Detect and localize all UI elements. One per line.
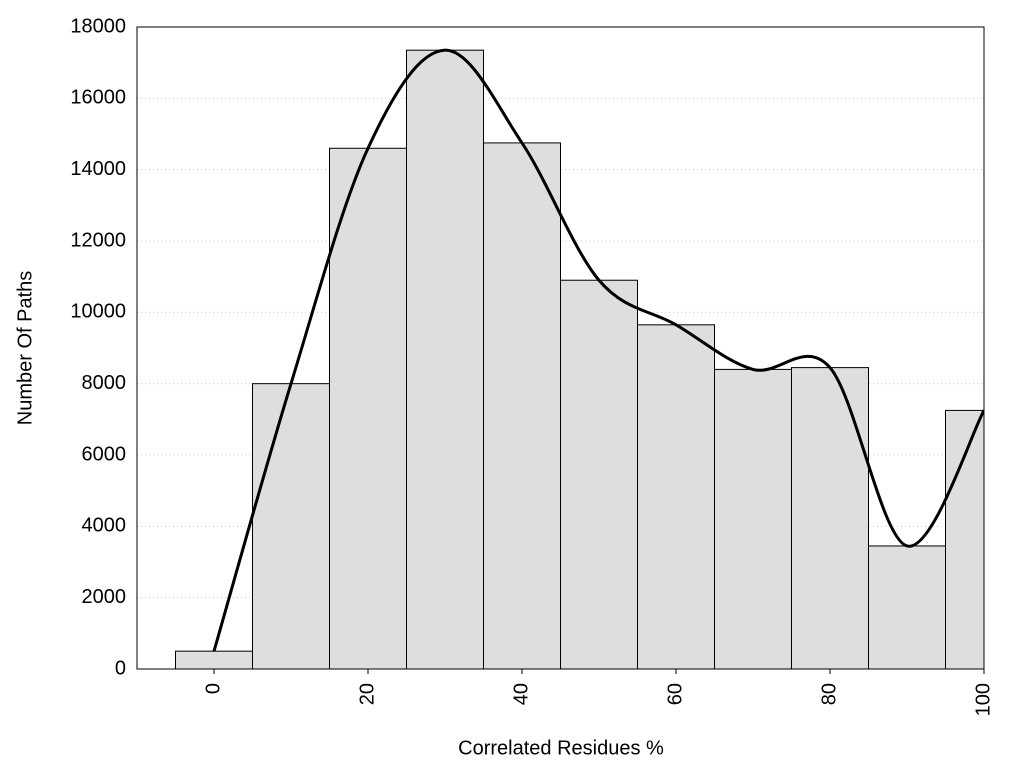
y-tick-label: 2000	[82, 586, 127, 608]
y-tick-label: 6000	[82, 443, 127, 465]
plot-frame	[136, 26, 985, 670]
x-tick-label: 40	[510, 683, 532, 705]
bar	[791, 367, 869, 669]
plot-area	[175, 48, 984, 669]
x-tick-label: 80	[818, 683, 840, 705]
y-tick-label: 18000	[70, 15, 126, 37]
x-tick-label: 60	[664, 683, 686, 705]
x-tick-label: 20	[356, 683, 378, 705]
y-tick-label: 16000	[70, 87, 126, 109]
y-tick-label: 14000	[70, 158, 126, 180]
y-tick-label: 8000	[82, 372, 127, 394]
smooth-curve	[212, 48, 984, 652]
bar	[406, 49, 484, 669]
y-tick-label: 12000	[70, 229, 126, 251]
bar	[637, 324, 715, 669]
bar	[329, 147, 407, 669]
bar	[868, 545, 946, 669]
bar	[560, 279, 638, 669]
bar	[175, 650, 253, 669]
x-tick-label: 100	[972, 683, 994, 716]
y-axis-label: Number Of Paths	[14, 271, 36, 426]
bar	[483, 142, 561, 669]
y-tick-label: 10000	[70, 301, 126, 323]
x-axis-label: Correlated Residues %	[458, 737, 664, 759]
bar	[252, 383, 330, 669]
x-tick-label: 0	[202, 683, 224, 694]
bar	[714, 368, 792, 669]
y-tick-label: 0	[115, 657, 126, 679]
y-tick-label: 4000	[82, 515, 127, 537]
